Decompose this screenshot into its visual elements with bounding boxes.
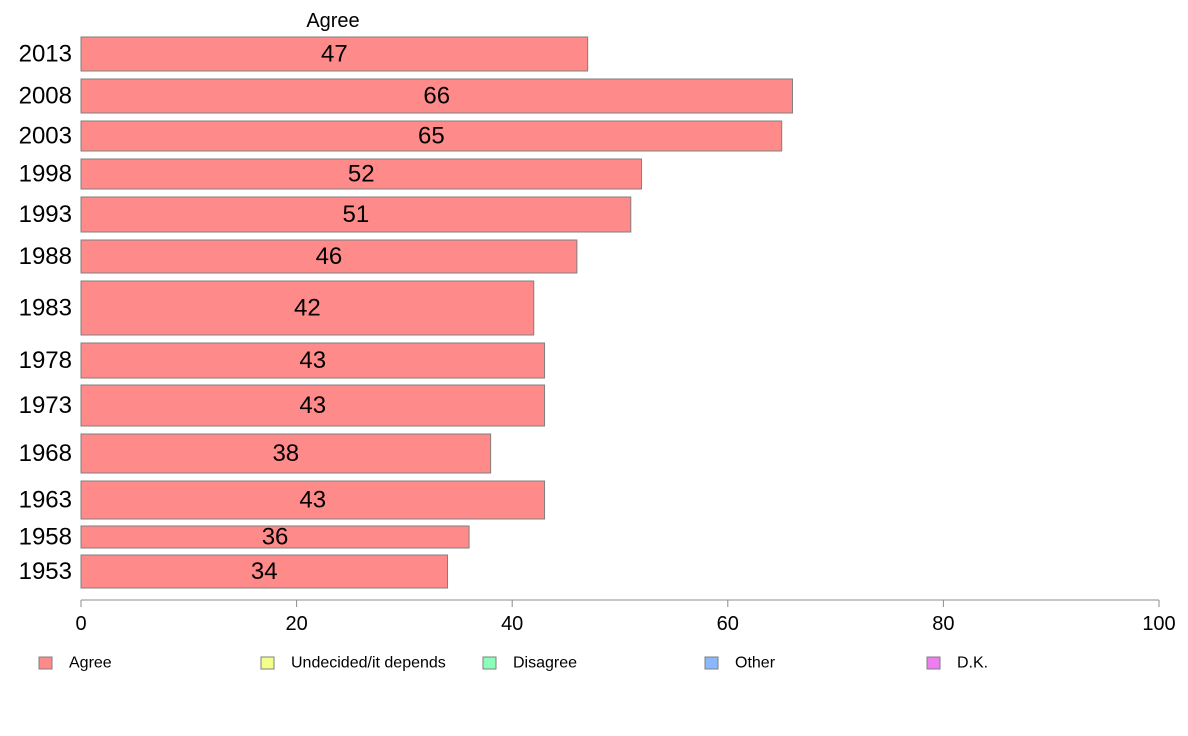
year-label-1958: 1958 — [19, 524, 72, 551]
legend-swatch-undecided-it-depends — [260, 656, 275, 670]
year-label-1998: 1998 — [19, 161, 72, 188]
legend-swatch-other — [704, 656, 719, 670]
x-tick-label-0: 0 — [75, 613, 86, 635]
legend-label-d-k: D.K. — [957, 655, 988, 672]
year-label-2013: 2013 — [19, 41, 72, 68]
bars-group: 2013 47 2008 66 2003 65 1998 52 1993 51 1988 46 1983… — [19, 36, 793, 589]
x-tick-label-20: 20 — [285, 613, 307, 635]
year-label-1988: 1988 — [19, 243, 72, 270]
year-label-1968: 1968 — [19, 440, 72, 467]
x-axis: 0 20 40 60 80 100 — [75, 599, 1176, 635]
legend: Agree Undecided/it depends Disagree Other D.… — [38, 655, 988, 672]
bar-1963 — [80, 480, 546, 520]
bar-1993 — [80, 196, 632, 233]
bar-2003 — [80, 120, 783, 152]
year-label-1983: 1983 — [19, 295, 72, 322]
bar-1953 — [80, 554, 449, 589]
legend-label-agree: Agree — [69, 655, 112, 672]
legend-swatch-agree — [38, 656, 53, 670]
legend-swatch-d-k — [926, 656, 941, 670]
year-label-1973: 1973 — [19, 392, 72, 419]
bar-2013 — [80, 36, 589, 72]
bar-1988 — [80, 239, 578, 274]
x-tick-label-80: 80 — [932, 613, 954, 635]
year-label-2008: 2008 — [19, 83, 72, 110]
bar-value-label-1958: 36 — [262, 524, 289, 551]
bar-1973 — [80, 384, 546, 427]
bar-value-label-1978: 43 — [299, 347, 326, 374]
bar-value-label-2013: 47 — [321, 41, 348, 68]
bar-1998 — [80, 158, 643, 190]
year-label-1978: 1978 — [19, 347, 72, 374]
bar-value-label-1963: 43 — [299, 487, 326, 514]
legend-label-disagree: Disagree — [513, 655, 577, 672]
bar-1983 — [80, 280, 535, 336]
bar-value-label-1988: 46 — [316, 243, 343, 270]
bar-value-label-1983: 42 — [294, 295, 321, 322]
x-tick-label-100: 100 — [1142, 613, 1175, 635]
bar-value-label-2003: 65 — [418, 123, 445, 150]
bar-value-label-1973: 43 — [299, 392, 326, 419]
legend-label-other: Other — [735, 655, 776, 672]
bar-value-label-1968: 38 — [272, 440, 299, 467]
year-label-1953: 1953 — [19, 558, 72, 585]
bar-1958 — [80, 525, 470, 549]
bar-1978 — [80, 342, 546, 379]
year-label-1993: 1993 — [19, 201, 72, 228]
x-tick-label-60: 60 — [717, 613, 739, 635]
bar-2008 — [80, 78, 793, 114]
series-header-label: Agree — [306, 10, 359, 32]
bar-1968 — [80, 433, 492, 474]
x-tick-label-40: 40 — [501, 613, 523, 635]
bar-value-label-2008: 66 — [423, 83, 450, 110]
year-label-1963: 1963 — [19, 487, 72, 514]
legend-swatch-disagree — [482, 656, 497, 670]
year-label-2003: 2003 — [19, 123, 72, 150]
bar-value-label-1998: 52 — [348, 161, 375, 188]
bar-value-label-1993: 51 — [343, 201, 370, 228]
legend-label-undecided-it-depends: Undecided/it depends — [291, 655, 446, 672]
bar-value-label-1953: 34 — [251, 558, 278, 585]
